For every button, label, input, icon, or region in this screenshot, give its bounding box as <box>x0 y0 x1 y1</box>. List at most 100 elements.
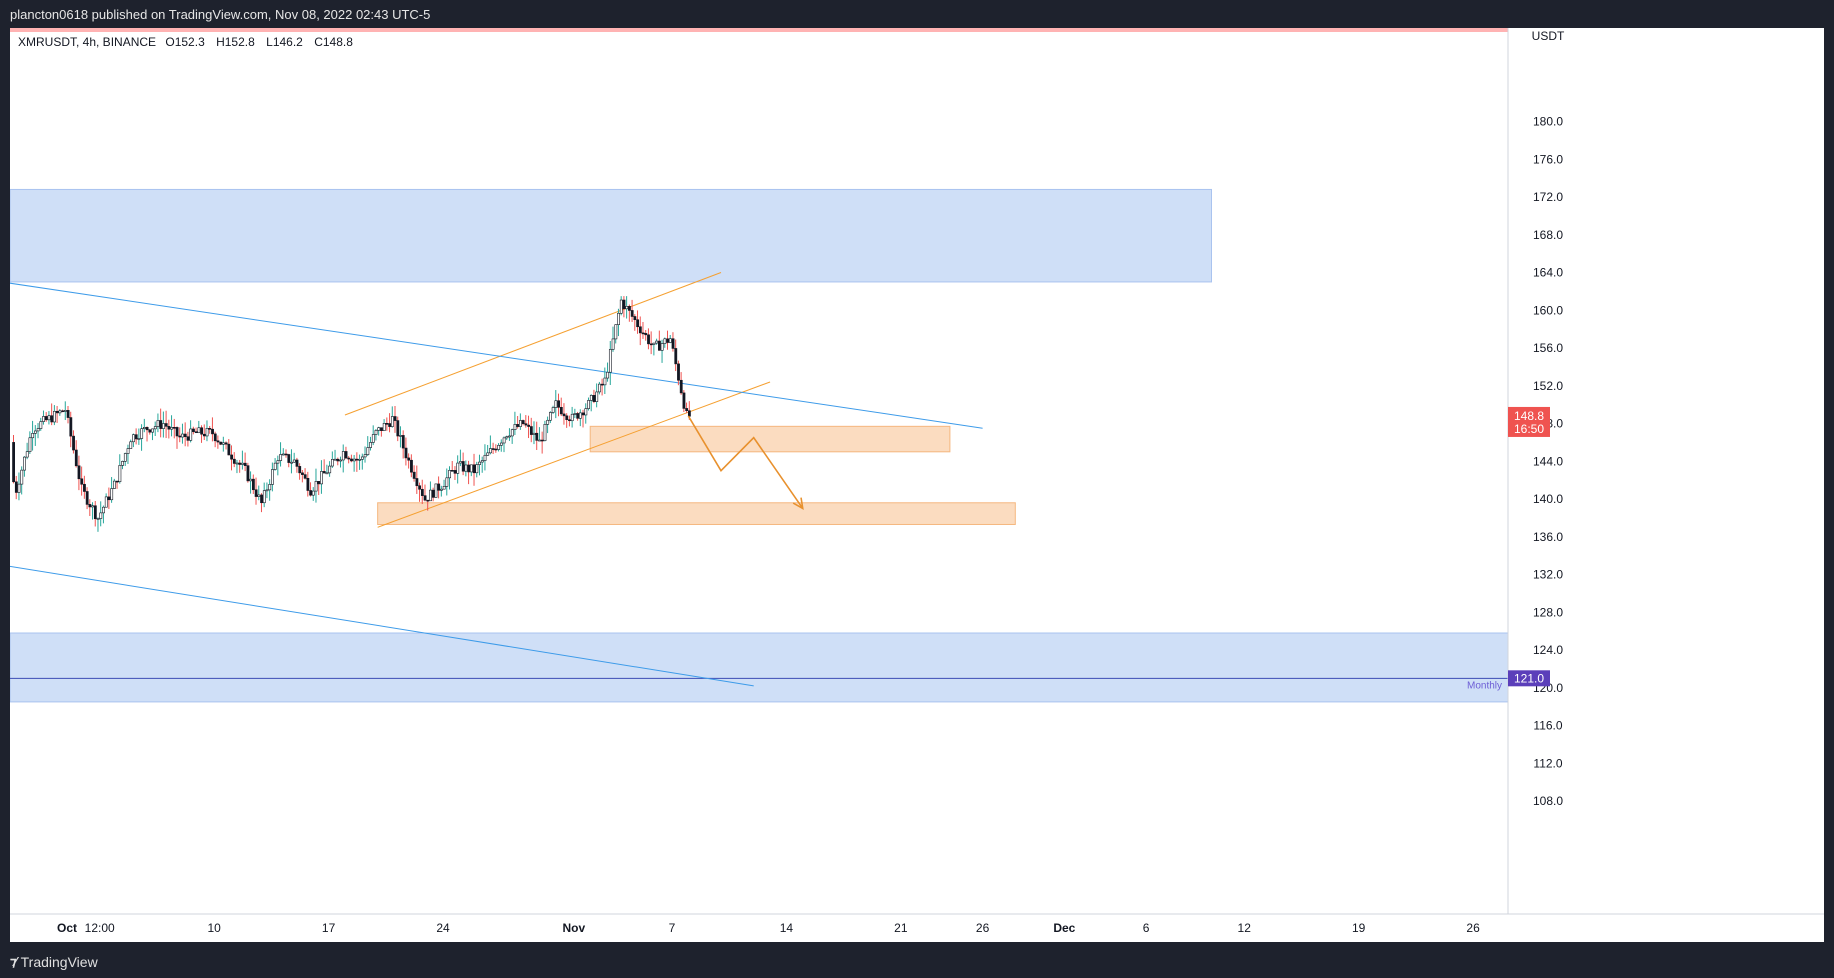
candle-body <box>140 428 144 439</box>
candle-body <box>63 410 67 412</box>
candle-body <box>243 462 247 466</box>
candle-body <box>287 454 291 463</box>
candle-body <box>80 478 84 485</box>
candle-body <box>461 461 465 472</box>
candle-body <box>459 461 462 464</box>
candle-body <box>159 420 163 429</box>
candle-body <box>61 410 65 413</box>
candle-body <box>175 427 179 437</box>
candle-body <box>227 443 231 456</box>
candle-body <box>510 429 514 437</box>
candle-body <box>42 416 45 422</box>
price-tick-label: 140.0 <box>1533 492 1563 506</box>
candle-body <box>578 412 582 419</box>
ohlc-high: H152.8 <box>216 35 255 49</box>
candle-body <box>677 363 680 381</box>
candle-body <box>472 464 476 474</box>
resistance-zone-blue[interactable] <box>10 188 1212 283</box>
candle-body <box>369 442 372 448</box>
candle-body <box>341 451 345 461</box>
time-axis[interactable] <box>10 914 1824 942</box>
candle-body <box>350 458 353 462</box>
candle-body <box>355 458 359 461</box>
candle-body <box>129 441 133 449</box>
candle-body <box>265 489 269 492</box>
price-axis[interactable] <box>1508 28 1824 914</box>
candle-body <box>568 419 571 422</box>
support-zone-orange-lower[interactable] <box>377 502 1016 525</box>
candle-body <box>508 435 511 438</box>
candle-body <box>551 407 555 413</box>
candle-body <box>557 400 561 408</box>
candle-body <box>137 438 141 440</box>
candle-body <box>584 408 588 416</box>
candle-body <box>450 470 454 472</box>
support-zone-orange-upper[interactable] <box>589 425 951 453</box>
price-tick-label: 108.0 <box>1533 794 1563 808</box>
time-tick-label: Dec <box>1053 921 1075 935</box>
candle-body <box>12 442 16 483</box>
candle-body <box>494 448 498 451</box>
candle-body <box>658 340 661 351</box>
candle-body <box>625 306 629 310</box>
candle-body <box>216 440 220 443</box>
monthly-zone-blue[interactable] <box>10 632 1509 703</box>
projection-path[interactable] <box>687 415 804 509</box>
chart-svg[interactable]: MonthlyUSDT108.0112.0116.0120.0124.0128.… <box>10 28 1824 942</box>
chart-area[interactable]: Monthly USDT 108.0 112.0 116.0 120.0 124.0 128.… <box>10 28 1824 942</box>
candle-body <box>69 417 73 437</box>
candle-body <box>317 481 321 485</box>
time-tick-label: 10 <box>207 921 221 935</box>
projection-arrowhead <box>792 497 804 510</box>
candle-body <box>254 489 258 497</box>
candle-body <box>562 413 566 417</box>
candle-body <box>279 454 283 461</box>
symbol-info: XMRUSDT, 4h, BINANCE O152.3 H152.8 L146.… <box>18 35 361 49</box>
candle-body <box>257 494 261 497</box>
candle-body <box>396 420 400 437</box>
trendline-upper[interactable] <box>10 282 983 429</box>
candle-body <box>213 433 217 442</box>
candle-body <box>295 459 299 467</box>
candle-body <box>260 494 263 504</box>
price-tick-label: 156.0 <box>1533 341 1563 355</box>
candle-body <box>156 420 160 427</box>
price-tick-label: 176.0 <box>1533 152 1563 166</box>
candle-body <box>390 416 394 427</box>
candle-body <box>366 447 370 455</box>
channel-lower-line[interactable] <box>377 381 771 528</box>
candle-body <box>246 465 250 482</box>
candle-body <box>565 415 569 420</box>
time-tick-label: 14 <box>780 921 794 935</box>
candle-body <box>325 472 329 475</box>
candle-body <box>352 458 356 462</box>
candle-body <box>617 312 620 325</box>
candle-body <box>415 478 419 487</box>
candle-body <box>380 427 383 431</box>
price-tick-label: 164.0 <box>1533 266 1563 280</box>
monthly-level-badge <box>1508 670 1550 687</box>
candle-body <box>88 504 92 508</box>
candle-body <box>445 477 449 487</box>
candle-body <box>407 457 411 461</box>
candle-body <box>66 410 70 418</box>
candle-body <box>241 462 244 465</box>
candle-body <box>469 464 473 473</box>
time-tick-label: 6 <box>1143 921 1150 935</box>
candle-body <box>489 448 492 454</box>
last-price-badge <box>1508 406 1550 437</box>
price-tick-label: 132.0 <box>1533 568 1563 582</box>
candle-body <box>205 428 209 437</box>
trendline-lower[interactable] <box>10 565 754 687</box>
candle-body <box>581 412 585 416</box>
candle-body <box>519 420 522 427</box>
time-tick-label: 12 <box>1238 921 1252 935</box>
candle-body <box>478 461 481 465</box>
channel-upper-line[interactable] <box>344 272 722 416</box>
candle-body <box>238 462 242 465</box>
candle-body <box>660 343 664 351</box>
symbol-name[interactable]: XMRUSDT, 4h, BINANCE <box>18 35 157 49</box>
brand-logo[interactable]: ⁊⁄ TradingView <box>10 954 98 970</box>
candle-body <box>219 441 223 445</box>
candle-body <box>292 459 296 463</box>
